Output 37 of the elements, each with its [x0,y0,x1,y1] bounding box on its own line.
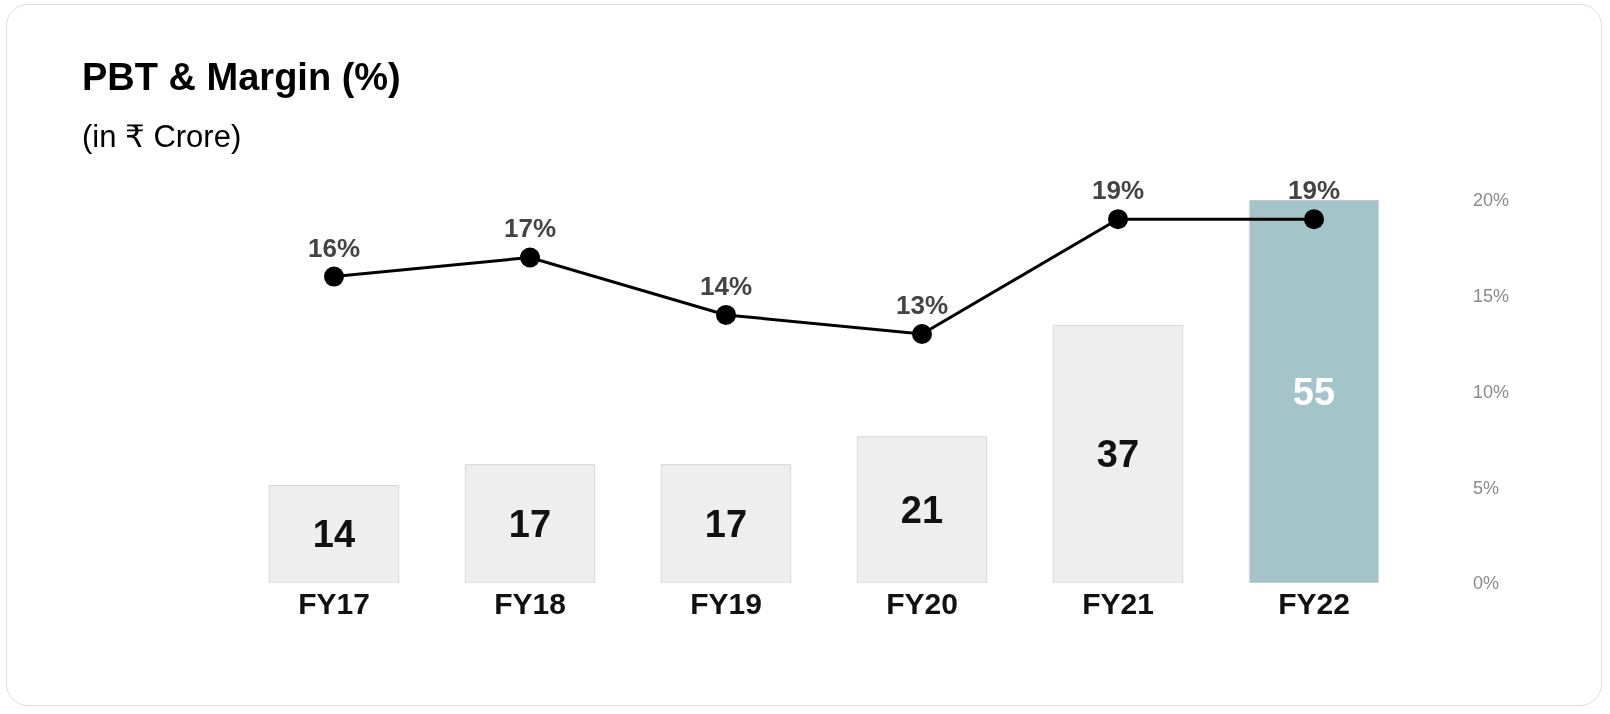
point [520,247,540,268]
bar [1248,200,1380,583]
data-label: 55 [1292,370,1336,413]
bar [1052,324,1184,583]
bar [464,464,596,583]
data-label: 37 [1096,433,1140,476]
data-label: 19% [1091,175,1145,206]
data-label: 13% [895,290,949,321]
data-label: 17% [503,213,557,244]
bar [856,436,988,583]
point [1304,209,1324,230]
y2-tick-label: 20% [1473,190,1510,211]
x-tick-label: FY21 [1082,587,1154,620]
data-label: 19% [1287,175,1341,206]
data-label: 14% [699,270,753,301]
point [324,266,344,287]
bar [660,464,792,583]
data-label: 14 [312,513,356,556]
point [1108,209,1128,230]
chart-subtitle: (in ₹ Crore) [82,119,242,154]
data-label: 21 [900,488,944,531]
y2-tick-label: 15% [1473,286,1510,307]
point [716,304,736,325]
chart-title: PBT & Margin (%) [82,56,401,98]
y2-tick-label: 5% [1473,477,1500,498]
y2-tick-label: 0% [1473,573,1500,594]
data-label: 16% [307,232,361,263]
data-label: 17 [508,502,552,545]
bar [268,485,400,583]
y2-tick-label: 10% [1473,381,1510,402]
x-tick-label: FY19 [690,587,762,620]
x-tick-label: FY18 [494,587,566,620]
data-label: 17 [704,502,748,545]
x-tick-label: FY20 [886,587,958,620]
x-tick-label: FY17 [298,587,370,620]
point [912,324,932,345]
x-tick-label: FY22 [1278,587,1350,620]
